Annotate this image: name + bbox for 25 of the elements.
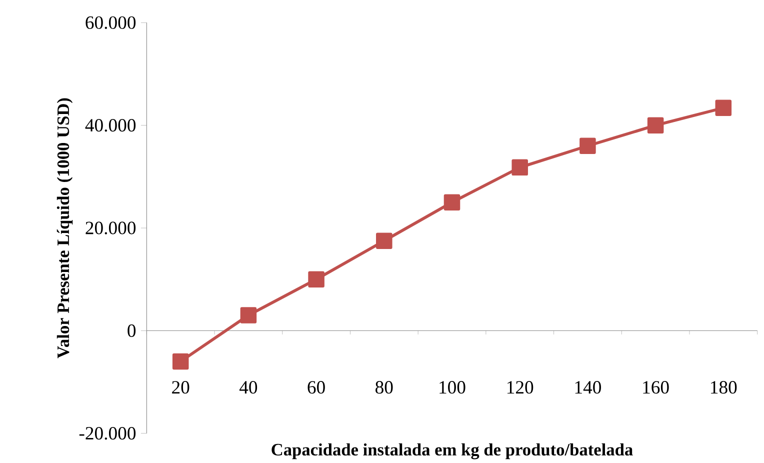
x-tick-label: 120 (507, 381, 534, 394)
point (444, 194, 460, 211)
x-tick-label: 20 (172, 381, 190, 394)
x-tick-label: 180 (711, 381, 737, 394)
x-tick-label: 60 (308, 381, 325, 394)
point (376, 232, 392, 250)
y-tick-label: 60.000 (86, 16, 136, 30)
y-tick-label: -20.000 (79, 427, 136, 440)
point (240, 307, 257, 324)
point (172, 353, 189, 370)
x-tick-label: 80 (376, 381, 393, 394)
point (580, 138, 596, 154)
x-tick-label: 140 (575, 381, 601, 394)
point (512, 159, 528, 176)
x-axis-title: Capacidade instalada em kg de produto/batelada (272, 444, 633, 460)
x-tick-label: 160 (643, 381, 669, 394)
x-tick-label: 40 (239, 381, 258, 394)
y-axis-title: Valor Presente Líquido (1000 USD) (56, 98, 73, 358)
point (308, 271, 324, 288)
y-tick-label: 0 (128, 324, 136, 338)
y-tick-label: 40.000 (85, 119, 136, 132)
point (647, 117, 664, 134)
y-tick-label: 20.000 (86, 222, 136, 235)
point (715, 100, 732, 116)
x-tick-label: 100 (440, 381, 466, 394)
